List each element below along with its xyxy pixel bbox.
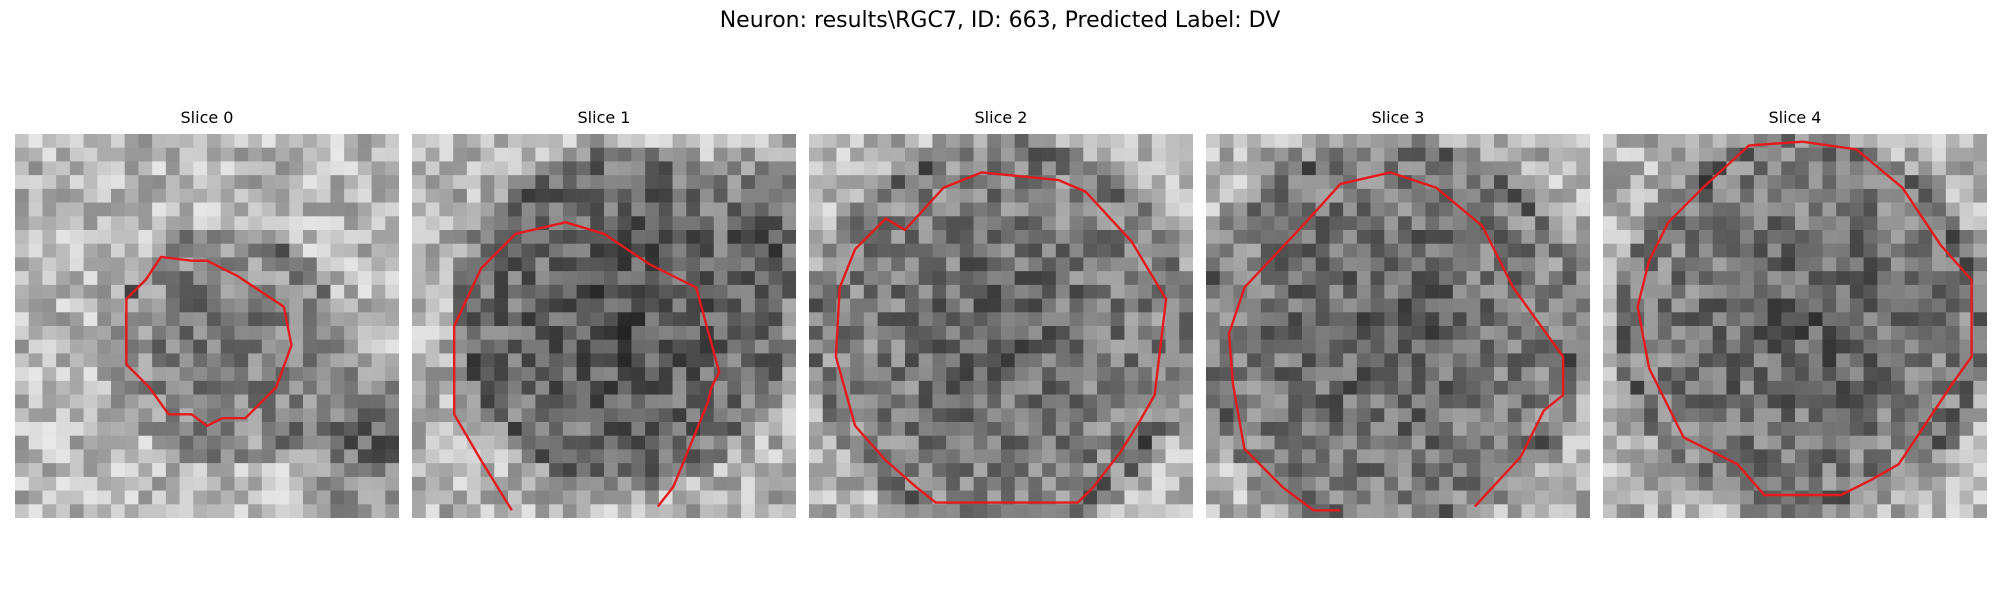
slice-4-image bbox=[1603, 134, 1987, 518]
slice-2-title: Slice 2 bbox=[974, 108, 1028, 127]
cell-contour-2 bbox=[834, 171, 1168, 504]
cell-contour-tail-1 bbox=[453, 232, 517, 511]
slice-1-image bbox=[412, 134, 796, 518]
cell-contour-1 bbox=[515, 221, 721, 508]
slice-3-image bbox=[1206, 134, 1590, 518]
cell-contour-4 bbox=[1636, 140, 1973, 497]
slice-0-title: Slice 0 bbox=[180, 108, 234, 127]
slice-2-image bbox=[809, 134, 1193, 518]
figure-title: Neuron: results\RGC7, ID: 663, Predicted… bbox=[719, 8, 1281, 33]
slice-3-title: Slice 3 bbox=[1371, 108, 1425, 127]
cell-contour-tail-3 bbox=[1227, 221, 1341, 512]
cell-contour-0 bbox=[125, 255, 293, 427]
cell-contour-3 bbox=[1304, 171, 1565, 508]
slice-4-title: Slice 4 bbox=[1768, 108, 1822, 127]
slice-0-image bbox=[15, 134, 399, 518]
slice-1-title: Slice 1 bbox=[577, 108, 631, 127]
